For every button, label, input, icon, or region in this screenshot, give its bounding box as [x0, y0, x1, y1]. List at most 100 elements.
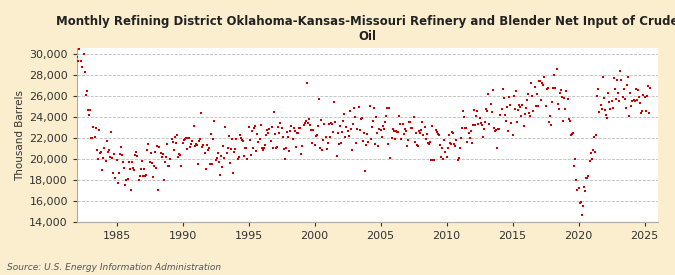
Point [568, 130, 578, 135]
Point [269, 110, 279, 114]
Point [344, 109, 355, 113]
Point [394, 114, 404, 118]
Point [159, 178, 169, 182]
Point [491, 128, 502, 132]
Point [529, 85, 540, 89]
Point [561, 89, 572, 93]
Point [360, 169, 371, 173]
Point [133, 177, 144, 182]
Point [538, 83, 549, 88]
Point [492, 146, 503, 150]
Point [537, 81, 547, 86]
Point [584, 159, 595, 163]
Point [109, 152, 119, 156]
Point [259, 146, 269, 150]
Point [213, 160, 224, 164]
Point [129, 168, 140, 172]
Point [533, 104, 543, 109]
Point [151, 166, 161, 170]
Point [82, 89, 92, 94]
Point [117, 153, 128, 158]
Point [213, 151, 223, 155]
Point [541, 87, 552, 91]
Point [290, 145, 301, 150]
Point [388, 129, 399, 133]
Point [437, 146, 448, 151]
Point [78, 51, 89, 56]
Point [190, 141, 201, 146]
Point [423, 141, 433, 145]
Point [128, 166, 138, 170]
Point [186, 142, 196, 146]
Point [573, 186, 584, 190]
Point [238, 139, 248, 144]
Point [162, 142, 173, 147]
Point [477, 135, 488, 139]
Point [425, 139, 435, 144]
Point [152, 144, 163, 148]
Point [408, 115, 419, 119]
Point [177, 141, 188, 145]
Point [84, 113, 95, 117]
Point [283, 135, 294, 139]
Point [636, 111, 647, 116]
Point [358, 131, 369, 136]
Point [90, 126, 101, 130]
Point [243, 125, 254, 129]
Point [487, 88, 498, 92]
Point [641, 109, 651, 113]
Point [495, 113, 506, 117]
Point [192, 162, 203, 166]
Point [317, 147, 327, 152]
Point [167, 140, 178, 144]
Point [542, 86, 553, 90]
Point [272, 145, 283, 149]
Point [396, 137, 407, 141]
Point [481, 107, 491, 111]
Point [183, 135, 194, 140]
Point [223, 134, 234, 139]
Point [578, 185, 589, 189]
Point [632, 98, 643, 102]
Point [443, 133, 454, 138]
Point [489, 125, 500, 130]
Point [92, 157, 103, 162]
Point [435, 142, 446, 147]
Point [232, 157, 243, 161]
Point [471, 114, 482, 118]
Point [310, 133, 321, 138]
Point [276, 125, 287, 130]
Point [447, 130, 458, 134]
Point [299, 120, 310, 125]
Point [207, 162, 217, 166]
Point [517, 103, 528, 108]
Point [353, 105, 364, 109]
Point [277, 135, 288, 139]
Point [641, 94, 652, 98]
Point [612, 78, 622, 82]
Point [157, 152, 168, 156]
Point [262, 128, 273, 132]
Point [531, 92, 542, 97]
Point [99, 146, 110, 151]
Point [255, 123, 266, 128]
Point [315, 145, 325, 150]
Point [246, 129, 257, 133]
Point [550, 86, 561, 90]
Point [453, 156, 464, 161]
Point [323, 122, 334, 126]
Point [148, 164, 159, 169]
Point [346, 127, 356, 131]
Point [400, 128, 411, 133]
Point [563, 117, 574, 122]
Point [514, 103, 524, 107]
Point [188, 123, 199, 128]
Point [441, 155, 452, 160]
Point [308, 127, 319, 132]
Point [328, 130, 339, 134]
Point [392, 130, 402, 134]
Point [391, 129, 402, 133]
Point [309, 143, 320, 147]
Point [236, 135, 246, 140]
Point [589, 135, 599, 139]
